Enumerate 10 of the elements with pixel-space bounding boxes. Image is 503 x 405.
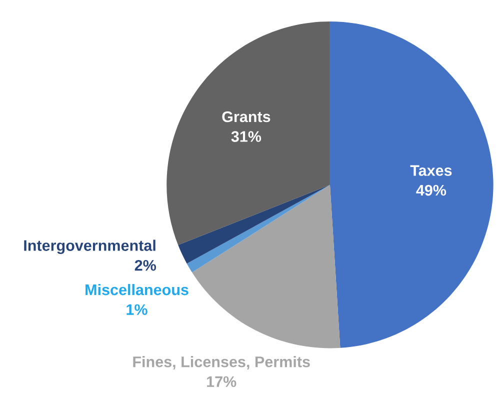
- slice-label: Intergovernmental: [24, 240, 156, 254]
- slice-label: Grants: [222, 111, 270, 122]
- slice-label: Miscellaneous: [86, 284, 188, 296]
- slice-label: Fines, Licenses, Permits: [133, 356, 310, 370]
- data-label: 2%: [134, 260, 156, 271]
- data-label: 31%: [231, 131, 262, 142]
- data-label: 49%: [416, 184, 446, 196]
- data-label: 17%: [207, 376, 236, 387]
- slice-label: Taxes: [410, 165, 452, 176]
- data-label: 1%: [126, 304, 148, 315]
